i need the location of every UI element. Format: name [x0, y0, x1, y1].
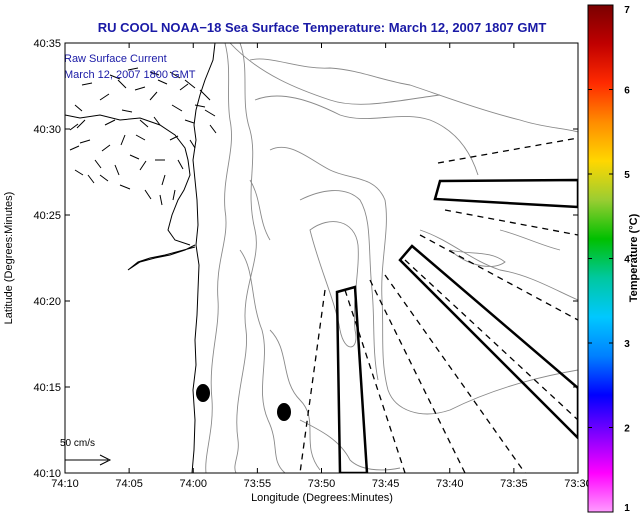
- overlay-current-date: March 12, 2007 1800 GMT: [64, 69, 196, 81]
- radar-dashed-lines: [299, 137, 578, 473]
- colorbar-label: Temperature (°C): [628, 213, 640, 302]
- temperature-colorbar: 7 6 5 4 3 2 1 Temperature (°C): [587, 4, 640, 514]
- x-tick-label: 74:10: [51, 478, 79, 490]
- scale-arrow: [65, 454, 112, 466]
- bathymetry-contours: [205, 43, 578, 473]
- colorbar-tick-label: 5: [624, 170, 630, 181]
- x-tick-label: 73:35: [500, 478, 528, 490]
- coastline: [191, 43, 216, 473]
- y-axis: 40:35 40:30 40:25 40:20 40:15 40:10: [33, 38, 578, 480]
- survey-polygons: [335, 178, 578, 473]
- polygon-east: [398, 244, 578, 440]
- x-tick-label: 73:40: [436, 478, 464, 490]
- colorbar-tick-label: 1: [624, 503, 630, 514]
- x-axis-label: Longitude (Degrees:Minutes): [251, 492, 393, 504]
- inlet-shore: [127, 244, 196, 271]
- scale-label: 50 cm/s: [60, 438, 95, 449]
- overlay-current-label: Raw Surface Current: [64, 53, 167, 65]
- y-tick-label: 40:30: [33, 124, 61, 136]
- y-tick-label: 40:35: [33, 38, 61, 50]
- colorbar-tick-label: 2: [624, 424, 630, 435]
- colorbar-tick-label: 7: [624, 5, 630, 16]
- x-tick-label: 74:05: [115, 478, 143, 490]
- bay-shore: [65, 114, 191, 246]
- x-tick-label: 73:55: [244, 478, 272, 490]
- x-axis: 74:10 74:05 74:00 73:55 73:50 73:45 73:40 73:35…: [51, 43, 592, 490]
- map-area: Raw Surface Current March 12, 2007 1800 …: [64, 43, 578, 473]
- y-tick-label: 40:10: [33, 468, 61, 480]
- y-tick-label: 40:20: [33, 296, 61, 308]
- x-tick-label: 73:45: [372, 478, 400, 490]
- colorbar-tick-label: 3: [624, 339, 630, 350]
- colorbar-tick-label: 4: [624, 255, 630, 266]
- x-tick-label: 74:00: [179, 478, 207, 490]
- x-tick-label: 73:50: [308, 478, 336, 490]
- map-title: RU COOL NOAA−18 Sea Surface Temperature:…: [98, 20, 547, 35]
- polygon-south: [335, 285, 369, 473]
- x-tick-label: 73:30: [564, 478, 592, 490]
- colorbar-tick-label: 6: [624, 86, 630, 97]
- polygon-northeast: [433, 178, 578, 209]
- surface-current-vectors: [65, 67, 217, 466]
- y-axis-label: Latitude (Degrees:Minutes): [3, 192, 15, 325]
- station-marker-1: [196, 384, 210, 402]
- station-marker-2: [277, 403, 291, 421]
- y-tick-label: 40:25: [33, 210, 61, 222]
- y-tick-label: 40:15: [33, 382, 61, 394]
